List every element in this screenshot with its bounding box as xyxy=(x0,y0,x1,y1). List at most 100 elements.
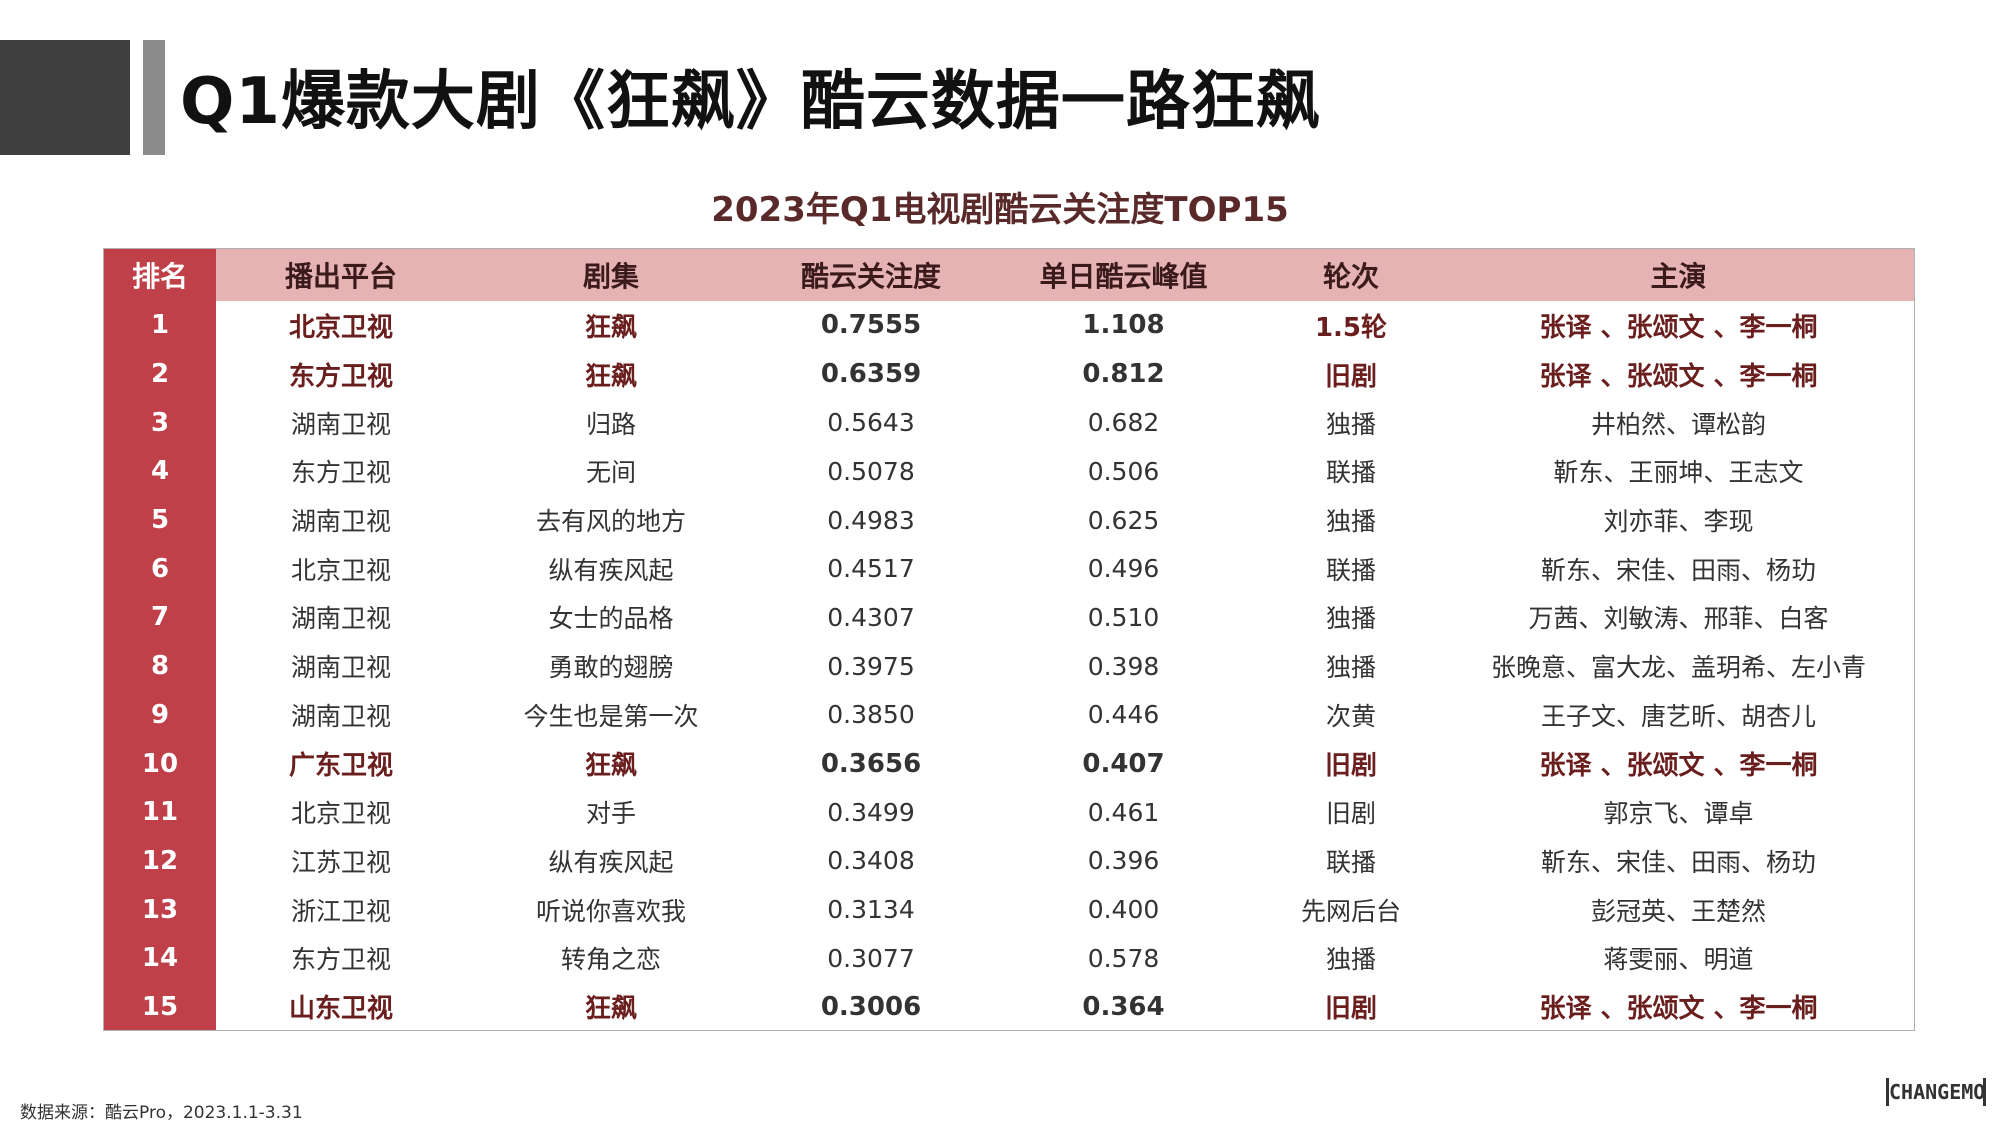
cell-rank: 3 xyxy=(104,398,216,448)
cell-peak: 0.461 xyxy=(1087,797,1160,827)
cell-drama: 归路 xyxy=(585,409,636,439)
cell-peak: 0.396 xyxy=(1087,846,1160,876)
cell-rank: 5 xyxy=(104,495,216,545)
cell-peak: 0.400 xyxy=(1087,895,1160,925)
cell-cast: 郭京飞、谭卓 xyxy=(1603,799,1754,829)
header-attention: 酷云关注度 xyxy=(756,249,986,301)
cell-rank: 2 xyxy=(104,349,216,399)
cell-attention: 0.3499 xyxy=(827,797,915,827)
cell-cast: 彭冠英、王楚然 xyxy=(1590,896,1766,926)
table-row: 3 湖南卫视 归路 0.5643 0.682 独播 井柏然、谭松韵 xyxy=(104,398,1914,448)
table-row: 12 江苏卫视 纵有疾风起 0.3408 0.396 联播 靳东、宋佳、田雨、杨玏 xyxy=(104,836,1914,886)
table-header-row: 排名 播出平台 剧集 酷云关注度 单日酷云峰值 轮次 主演 xyxy=(104,249,1914,301)
cell-drama: 狂飙 xyxy=(584,751,637,782)
cell-round: 旧剧 xyxy=(1324,361,1377,392)
cell-attention: 0.7555 xyxy=(820,310,922,341)
cell-round: 先网后台 xyxy=(1300,896,1401,926)
cell-platform: 湖南卫视 xyxy=(290,604,391,634)
cell-drama: 无间 xyxy=(585,458,636,488)
cell-peak: 1.108 xyxy=(1082,310,1165,341)
table-row: 6 北京卫视 纵有疾风起 0.4517 0.496 联播 靳东、宋佳、田雨、杨玏 xyxy=(104,544,1914,594)
header-drama: 剧集 xyxy=(466,249,756,301)
cell-round: 旧剧 xyxy=(1325,799,1376,829)
cell-cast: 靳东、宋佳、田雨、杨玏 xyxy=(1540,555,1816,585)
cell-cast: 王子文、唐艺昕、胡杏儿 xyxy=(1540,701,1816,731)
cell-rank: 7 xyxy=(104,593,216,642)
cell-round: 联播 xyxy=(1325,847,1376,877)
cell-rank: 11 xyxy=(104,787,216,837)
cell-round: 次黄 xyxy=(1325,701,1376,731)
table-row: 15 山东卫视 狂飙 0.3006 0.364 旧剧 张译 、张颂文 、李一桐 xyxy=(104,982,1914,1030)
header-cast: 主演 xyxy=(1441,249,1914,301)
cell-cast: 张译 、张颂文 、李一桐 xyxy=(1539,361,1818,392)
cell-platform: 浙江卫视 xyxy=(290,896,391,926)
cell-attention: 0.3408 xyxy=(827,846,915,876)
cell-rank: 4 xyxy=(104,447,216,496)
cell-cast: 万茜、刘敏涛、邢菲、白客 xyxy=(1528,604,1829,634)
cell-rank: 10 xyxy=(104,739,216,788)
cell-cast: 张译 、张颂文 、李一桐 xyxy=(1539,751,1818,782)
table-row: 1 北京卫视 狂飙 0.7555 1.108 1.5轮 张译 、张颂文 、李一桐 xyxy=(104,301,1914,350)
cell-rank: 13 xyxy=(104,885,216,934)
table-row: 4 东方卫视 无间 0.5078 0.506 联播 靳东、王丽坤、王志文 xyxy=(104,447,1914,496)
cell-rank: 12 xyxy=(104,836,216,886)
cell-attention: 0.3656 xyxy=(820,748,922,779)
cell-drama: 听说你喜欢我 xyxy=(535,896,686,926)
cell-platform: 东方卫视 xyxy=(290,458,391,488)
cell-round: 旧剧 xyxy=(1324,994,1377,1025)
ranking-table: 排名 播出平台 剧集 酷云关注度 单日酷云峰值 轮次 主演 1 北京卫视 狂飙 0.7… xyxy=(103,248,1915,1031)
cell-rank: 1 xyxy=(104,301,216,350)
cell-cast: 张译 、张颂文 、李一桐 xyxy=(1539,312,1818,343)
cell-platform: 湖南卫视 xyxy=(290,653,391,683)
table-row: 2 东方卫视 狂飙 0.6359 0.812 旧剧 张译 、张颂文 、李一桐 xyxy=(104,349,1914,399)
cell-attention: 0.3077 xyxy=(827,943,915,973)
cell-round: 1.5轮 xyxy=(1314,312,1388,343)
cell-rank: 6 xyxy=(104,544,216,594)
cell-platform: 湖南卫视 xyxy=(290,507,391,537)
cell-platform: 山东卫视 xyxy=(288,994,393,1025)
cell-cast: 张译 、张颂文 、李一桐 xyxy=(1539,994,1818,1025)
cell-round: 独播 xyxy=(1325,507,1376,537)
cell-round: 联播 xyxy=(1325,458,1376,488)
cell-cast: 靳东、宋佳、田雨、杨玏 xyxy=(1540,847,1816,877)
cell-drama: 纵有疾风起 xyxy=(548,847,674,877)
cell-attention: 0.3975 xyxy=(827,651,915,681)
header-peak: 单日酷云峰值 xyxy=(986,249,1261,301)
cell-platform: 东方卫视 xyxy=(290,945,391,975)
cell-drama: 女士的品格 xyxy=(548,604,674,634)
cell-platform: 江苏卫视 xyxy=(290,847,391,877)
cell-peak: 0.364 xyxy=(1082,991,1165,1022)
cell-attention: 0.4983 xyxy=(827,505,915,535)
cell-peak: 0.446 xyxy=(1087,700,1160,730)
header-round: 轮次 xyxy=(1261,249,1441,301)
cell-attention: 0.3850 xyxy=(827,700,915,730)
cell-peak: 0.812 xyxy=(1082,359,1165,390)
table-row: 13 浙江卫视 听说你喜欢我 0.3134 0.400 先网后台 彭冠英、王楚然 xyxy=(104,885,1914,934)
cell-peak: 0.682 xyxy=(1087,408,1160,438)
cell-peak: 0.578 xyxy=(1087,943,1160,973)
cell-drama: 狂飙 xyxy=(584,312,637,343)
cell-drama: 狂飙 xyxy=(584,994,637,1025)
cell-rank: 15 xyxy=(104,982,216,1030)
table-row: 8 湖南卫视 勇敢的翅膀 0.3975 0.398 独播 张晚意、富大龙、盖玥希、左小青 xyxy=(104,641,1914,691)
cell-cast: 靳东、王丽坤、王志文 xyxy=(1553,458,1804,488)
cell-attention: 0.6359 xyxy=(820,359,922,390)
cell-cast: 蒋雯丽、明道 xyxy=(1603,945,1754,975)
cell-round: 独播 xyxy=(1325,653,1376,683)
cell-platform: 北京卫视 xyxy=(288,312,393,343)
cell-drama: 去有风的地方 xyxy=(535,507,686,537)
cell-attention: 0.5078 xyxy=(827,456,915,486)
cell-attention: 0.4307 xyxy=(827,602,915,632)
cell-drama: 勇敢的翅膀 xyxy=(548,653,674,683)
cell-round: 旧剧 xyxy=(1324,751,1377,782)
cell-cast: 张晚意、富大龙、盖玥希、左小青 xyxy=(1490,653,1866,683)
table-row: 11 北京卫视 对手 0.3499 0.461 旧剧 郭京飞、谭卓 xyxy=(104,787,1914,837)
source-note: 数据来源：酷云Pro，2023.1.1-3.31 xyxy=(20,1103,303,1123)
cell-peak: 0.625 xyxy=(1087,505,1160,535)
table-row: 9 湖南卫视 今生也是第一次 0.3850 0.446 次黄 王子文、唐艺昕、胡杏儿 xyxy=(104,690,1914,740)
table-title: 2023年Q1电视剧酷云关注度TOP15 xyxy=(711,190,1289,230)
page-title: Q1爆款大剧《狂飙》酷云数据一路狂飙 xyxy=(180,65,1321,139)
table-row: 5 湖南卫视 去有风的地方 0.4983 0.625 独播 刘亦菲、李现 xyxy=(104,495,1914,545)
cell-cast: 井柏然、谭松韵 xyxy=(1590,409,1766,439)
cell-peak: 0.506 xyxy=(1087,456,1160,486)
